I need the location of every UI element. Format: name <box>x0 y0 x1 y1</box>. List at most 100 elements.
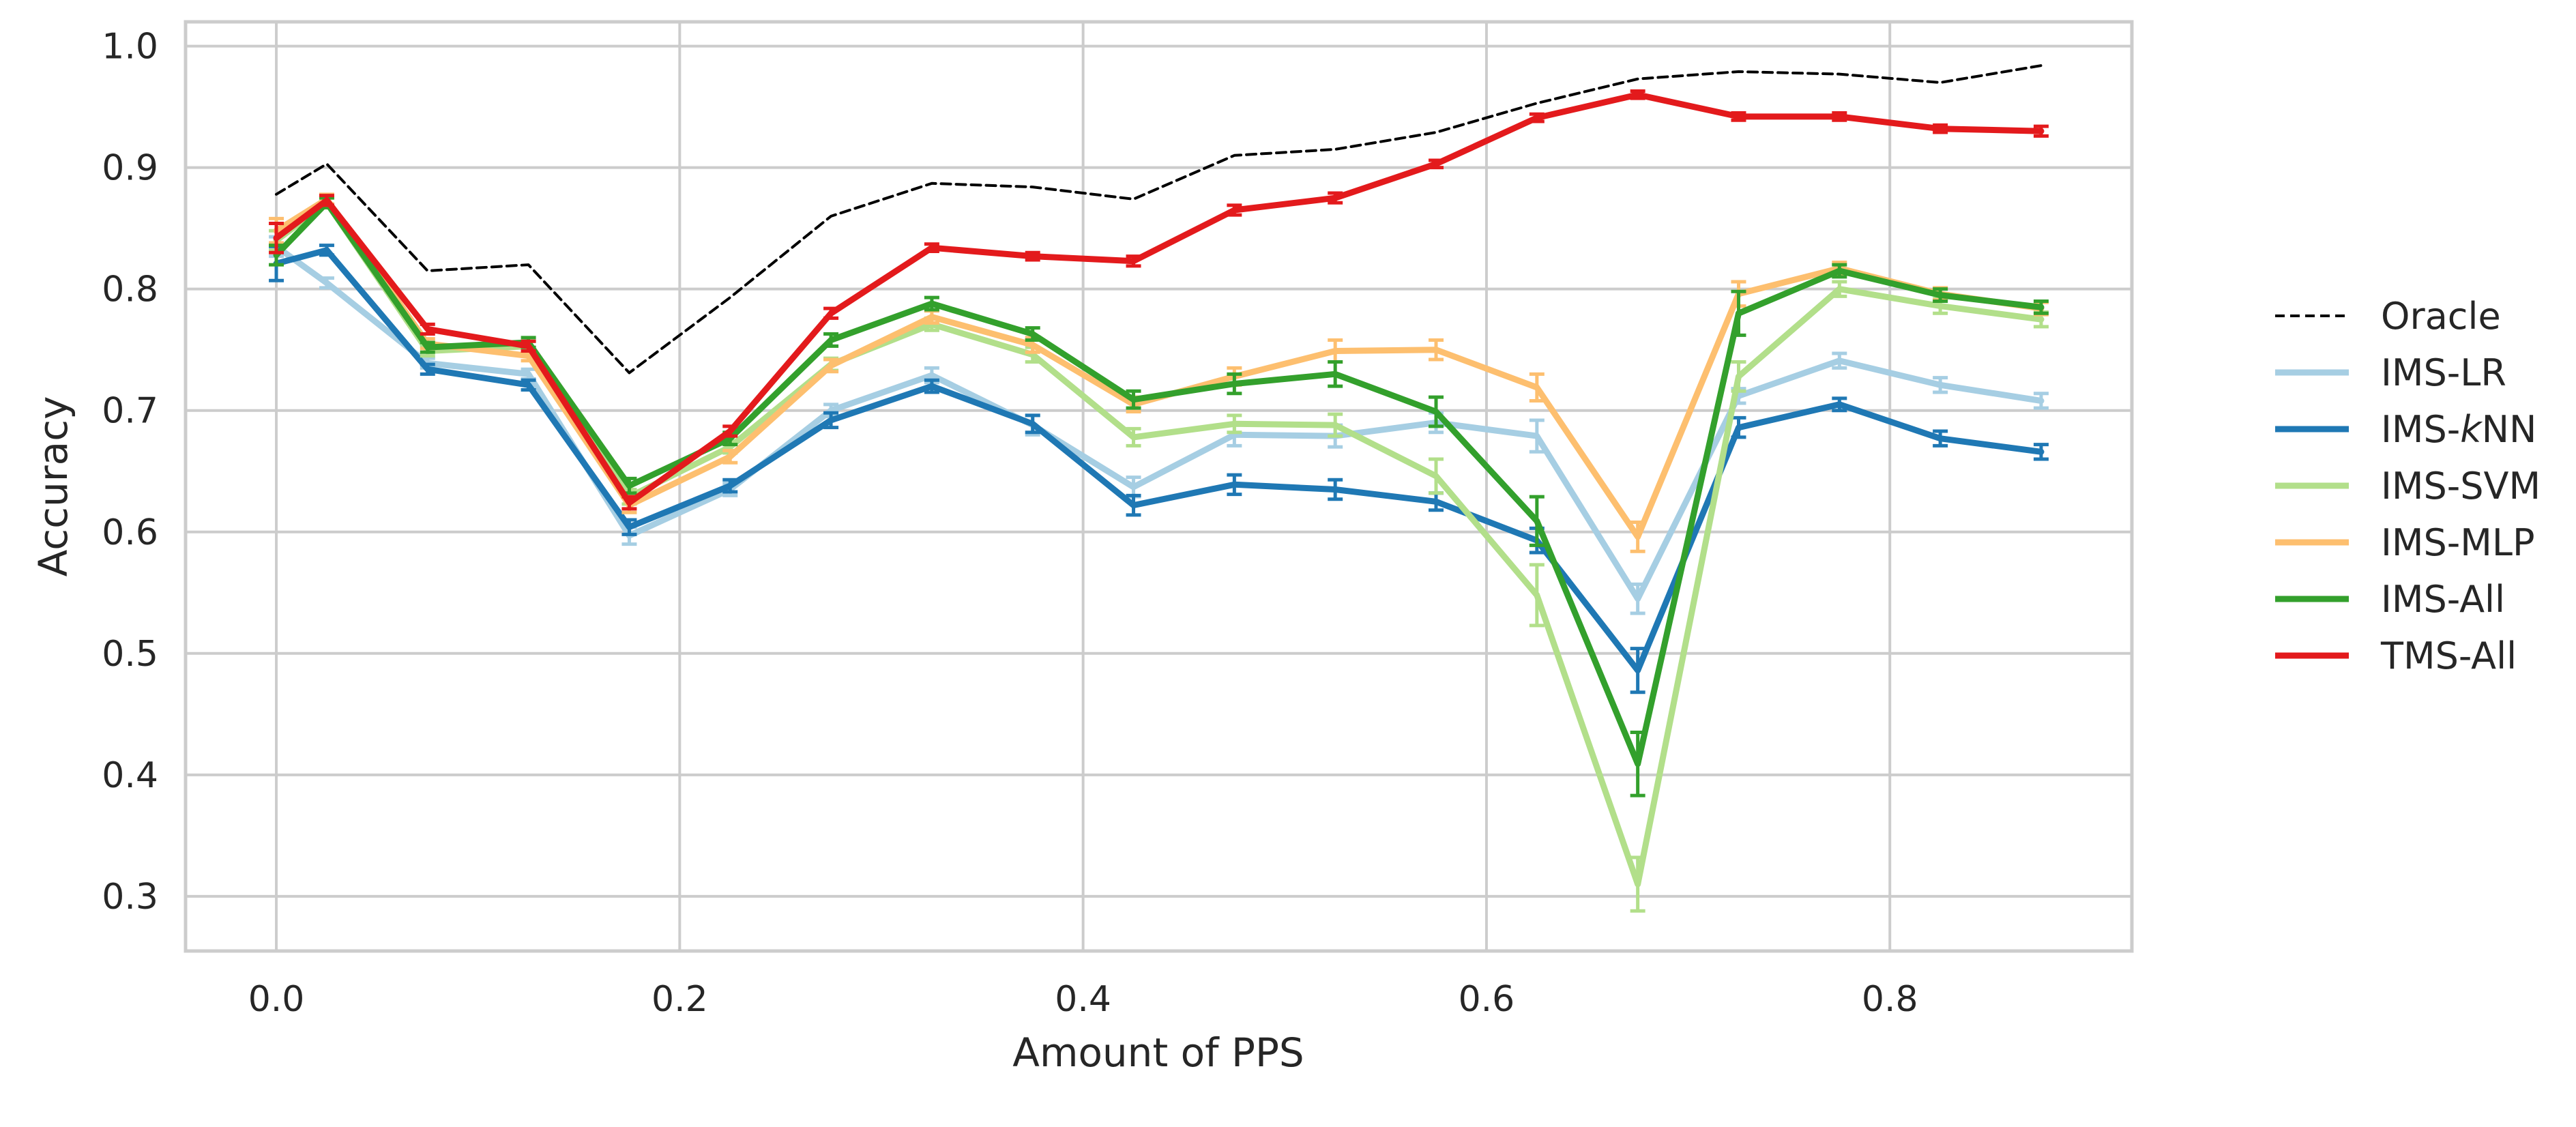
x-tick-label: 0.4 <box>1055 979 1111 1020</box>
error-bar <box>823 357 839 374</box>
y-axis-label: Accuracy <box>30 396 76 577</box>
error-bar <box>1832 280 1847 298</box>
error-bar <box>823 411 839 430</box>
error-bar <box>722 448 738 465</box>
error-bar <box>1529 563 1545 628</box>
error-bar <box>1933 376 1948 394</box>
error-bar <box>1126 254 1141 268</box>
error-bar <box>1025 250 1040 262</box>
error-bar <box>2033 124 2049 138</box>
y-tick-label: 0.6 <box>102 512 158 553</box>
error-bar <box>722 478 738 494</box>
legend-label: Oracle <box>2381 295 2501 338</box>
error-bar <box>1630 89 1645 100</box>
y-tick-label: 0.4 <box>102 755 158 796</box>
error-bar <box>722 424 738 438</box>
error-bar <box>1126 426 1141 448</box>
plot-area-frame <box>184 20 2134 953</box>
error-bar <box>319 194 334 207</box>
error-bar <box>1731 415 1746 439</box>
error-bar <box>1933 123 1948 134</box>
error-bar <box>1933 287 1948 303</box>
legend-item: IMS-All <box>2275 578 2505 621</box>
error-bar <box>521 339 536 353</box>
error-bar <box>1025 326 1040 342</box>
error-bar <box>823 306 839 320</box>
error-bar <box>319 276 334 290</box>
y-tick-label: 0.3 <box>102 877 158 918</box>
error-bar <box>1429 158 1444 170</box>
series-line <box>275 64 2043 375</box>
error-bar <box>621 495 637 511</box>
error-bar <box>1630 855 1645 913</box>
x-axis-label: Amount of PPS <box>1012 1029 1304 1076</box>
error-bar <box>420 362 435 376</box>
legend-item: Oracle <box>2275 295 2501 338</box>
x-tick-labels: 0.0 0.2 0.4 0.6 0.8 <box>248 979 1918 1020</box>
legend-item: IMS-kNN <box>2275 408 2536 451</box>
error-bar <box>924 242 939 253</box>
error-bar <box>1529 495 1545 547</box>
error-bar <box>420 322 435 336</box>
error-bar <box>1529 418 1545 454</box>
y-tick-label: 0.9 <box>102 148 158 189</box>
legend-label: IMS-SVM <box>2381 465 2541 508</box>
error-bar <box>1832 351 1847 370</box>
legend-item: TMS-All <box>2275 634 2517 677</box>
x-tick-label: 0.2 <box>652 979 708 1020</box>
legend-label: IMS-kNN <box>2381 408 2536 451</box>
legend-label: IMS-MLP <box>2381 521 2535 564</box>
error-bar <box>420 340 435 354</box>
error-bar <box>1630 521 1645 553</box>
error-bar <box>2033 299 2049 315</box>
y-tick-labels: 0.3 0.4 0.5 0.6 0.7 0.8 0.9 1.0 <box>102 27 158 918</box>
error-bar <box>1832 111 1847 122</box>
error-bar <box>1529 112 1545 123</box>
error-bar <box>1328 412 1343 438</box>
error-bar <box>1328 478 1343 501</box>
legend-item: IMS-SVM <box>2275 465 2541 508</box>
error-bar <box>2033 443 2049 461</box>
error-bar <box>1126 493 1141 517</box>
error-bar <box>1731 360 1746 393</box>
error-bar <box>269 222 284 254</box>
y-tick-label: 0.8 <box>102 269 158 310</box>
error-bar <box>1126 389 1141 410</box>
x-tick-label: 0.0 <box>248 979 305 1020</box>
legend-label: IMS-All <box>2381 578 2505 621</box>
y-tick-label: 1.0 <box>102 27 158 68</box>
error-bar <box>1429 338 1444 362</box>
error-bar <box>1227 413 1242 435</box>
x-tick-label: 0.8 <box>1862 979 1918 1020</box>
series-layer <box>269 64 2049 913</box>
legend-label: IMS-LR <box>2381 351 2506 394</box>
legend: Oracle IMS-LR IMS-kNN IMS-SVM IMS-MLP IMS-All… <box>2275 295 2541 677</box>
error-bar <box>924 378 939 394</box>
legend-label: TMS-All <box>2380 634 2517 677</box>
legend-item: IMS-MLP <box>2275 521 2535 564</box>
y-tick-label: 0.5 <box>102 634 158 675</box>
error-bar <box>1832 263 1847 279</box>
error-bar <box>823 332 839 348</box>
error-bar <box>1630 647 1645 694</box>
y-tick-label: 0.7 <box>102 391 158 432</box>
error-bar <box>1328 360 1343 388</box>
error-bar <box>621 518 637 536</box>
x-tick-label: 0.6 <box>1459 979 1515 1020</box>
series-tms-all <box>269 89 2049 511</box>
error-bar <box>1227 372 1242 396</box>
series-oracle-line <box>275 64 2043 375</box>
error-bar <box>319 244 334 257</box>
error-bar <box>1832 396 1847 413</box>
error-bar <box>2033 392 2049 410</box>
error-bar <box>1025 413 1040 435</box>
error-bar <box>1933 429 1948 448</box>
legend-item: IMS-LR <box>2275 351 2506 394</box>
error-bar <box>1227 203 1242 217</box>
error-bar <box>1731 111 1746 122</box>
error-bar <box>1429 395 1444 428</box>
error-bar <box>1227 473 1242 497</box>
error-bar <box>1328 191 1343 205</box>
